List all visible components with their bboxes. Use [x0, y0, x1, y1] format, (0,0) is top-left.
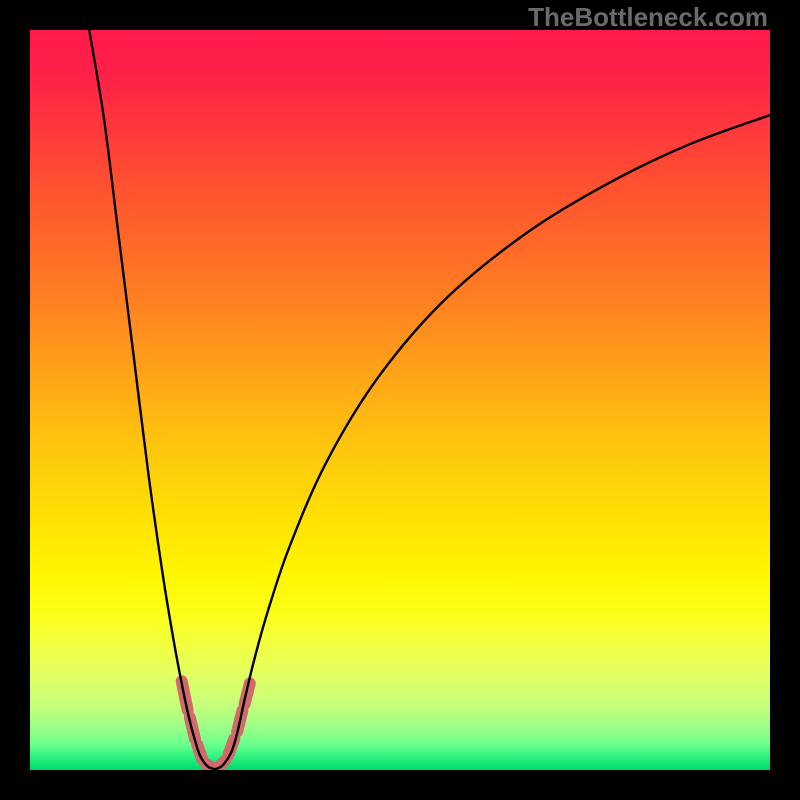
watermark-text: TheBottleneck.com — [528, 2, 768, 33]
plot-frame — [30, 30, 770, 770]
gradient-curve-plot — [30, 30, 770, 770]
gradient-background — [30, 30, 770, 770]
